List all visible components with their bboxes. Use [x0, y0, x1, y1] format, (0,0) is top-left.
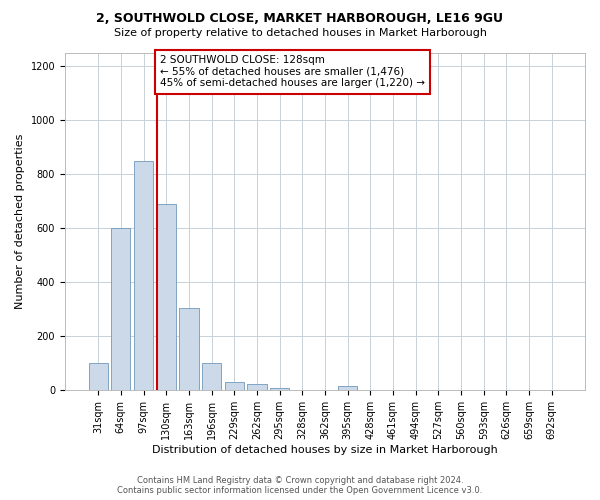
Text: 2, SOUTHWOLD CLOSE, MARKET HARBOROUGH, LE16 9GU: 2, SOUTHWOLD CLOSE, MARKET HARBOROUGH, L…	[97, 12, 503, 26]
Text: 2 SOUTHWOLD CLOSE: 128sqm
← 55% of detached houses are smaller (1,476)
45% of se: 2 SOUTHWOLD CLOSE: 128sqm ← 55% of detac…	[160, 55, 425, 88]
Text: Contains HM Land Registry data © Crown copyright and database right 2024.
Contai: Contains HM Land Registry data © Crown c…	[118, 476, 482, 495]
Bar	[111, 228, 130, 390]
Bar	[134, 160, 153, 390]
Y-axis label: Number of detached properties: Number of detached properties	[15, 134, 25, 309]
Bar	[157, 204, 176, 390]
Bar	[270, 388, 289, 390]
Bar	[89, 363, 108, 390]
Bar	[202, 363, 221, 390]
Text: Size of property relative to detached houses in Market Harborough: Size of property relative to detached ho…	[113, 28, 487, 38]
Bar	[338, 386, 357, 390]
Bar	[179, 308, 199, 390]
Bar	[247, 384, 266, 390]
X-axis label: Distribution of detached houses by size in Market Harborough: Distribution of detached houses by size …	[152, 445, 498, 455]
Bar	[224, 382, 244, 390]
